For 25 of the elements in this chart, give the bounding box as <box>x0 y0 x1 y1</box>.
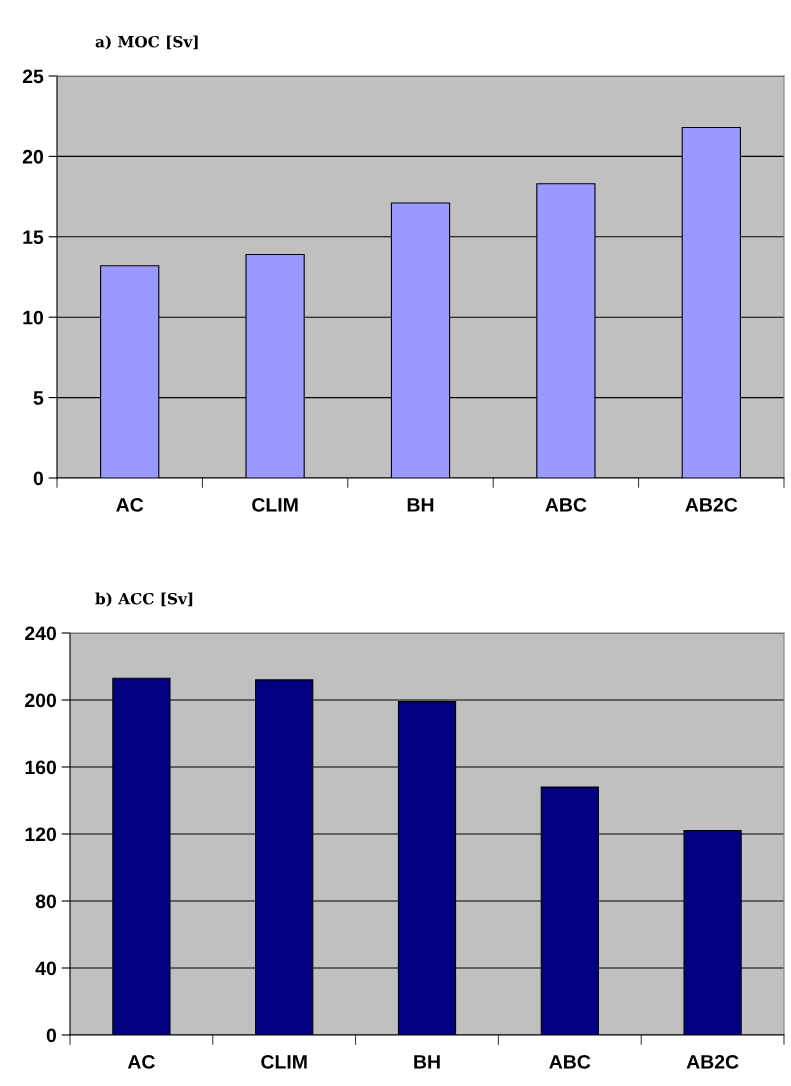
x-tick-label: ABC <box>545 497 587 512</box>
y-tick-label: 0 <box>33 471 44 486</box>
y-tick-label: 0 <box>46 1028 57 1043</box>
chart-title: a) MOC [Sv] <box>95 35 198 50</box>
y-tick-label: 20 <box>22 149 44 164</box>
x-tick-label: BH <box>414 1055 440 1069</box>
y-tick-label: 80 <box>35 894 57 909</box>
y-tick-label: 160 <box>25 760 57 775</box>
y-tick-label: 5 <box>33 391 44 405</box>
y-tick-label: 200 <box>25 693 57 708</box>
x-tick-label: BH <box>407 498 434 512</box>
x-tick-label: AB2C <box>685 497 738 512</box>
y-tick-label: 40 <box>35 961 57 976</box>
y-tick-label: 25 <box>22 69 44 84</box>
x-tick-label: AB2C <box>686 1054 739 1069</box>
y-tick-label: 120 <box>25 827 57 842</box>
x-tick-label: AC <box>116 497 144 512</box>
chart-title: b) ACC [Sv] <box>95 592 193 607</box>
y-tick-label: 10 <box>23 310 44 325</box>
x-tick-label: CLIM <box>261 1054 307 1069</box>
x-tick-label: AC <box>127 1054 155 1069</box>
x-tick-label: CLIM <box>252 497 298 512</box>
y-tick-label: 15 <box>23 230 44 245</box>
x-tick-label: ABC <box>549 1054 591 1069</box>
y-tick-label: 240 <box>25 626 57 641</box>
